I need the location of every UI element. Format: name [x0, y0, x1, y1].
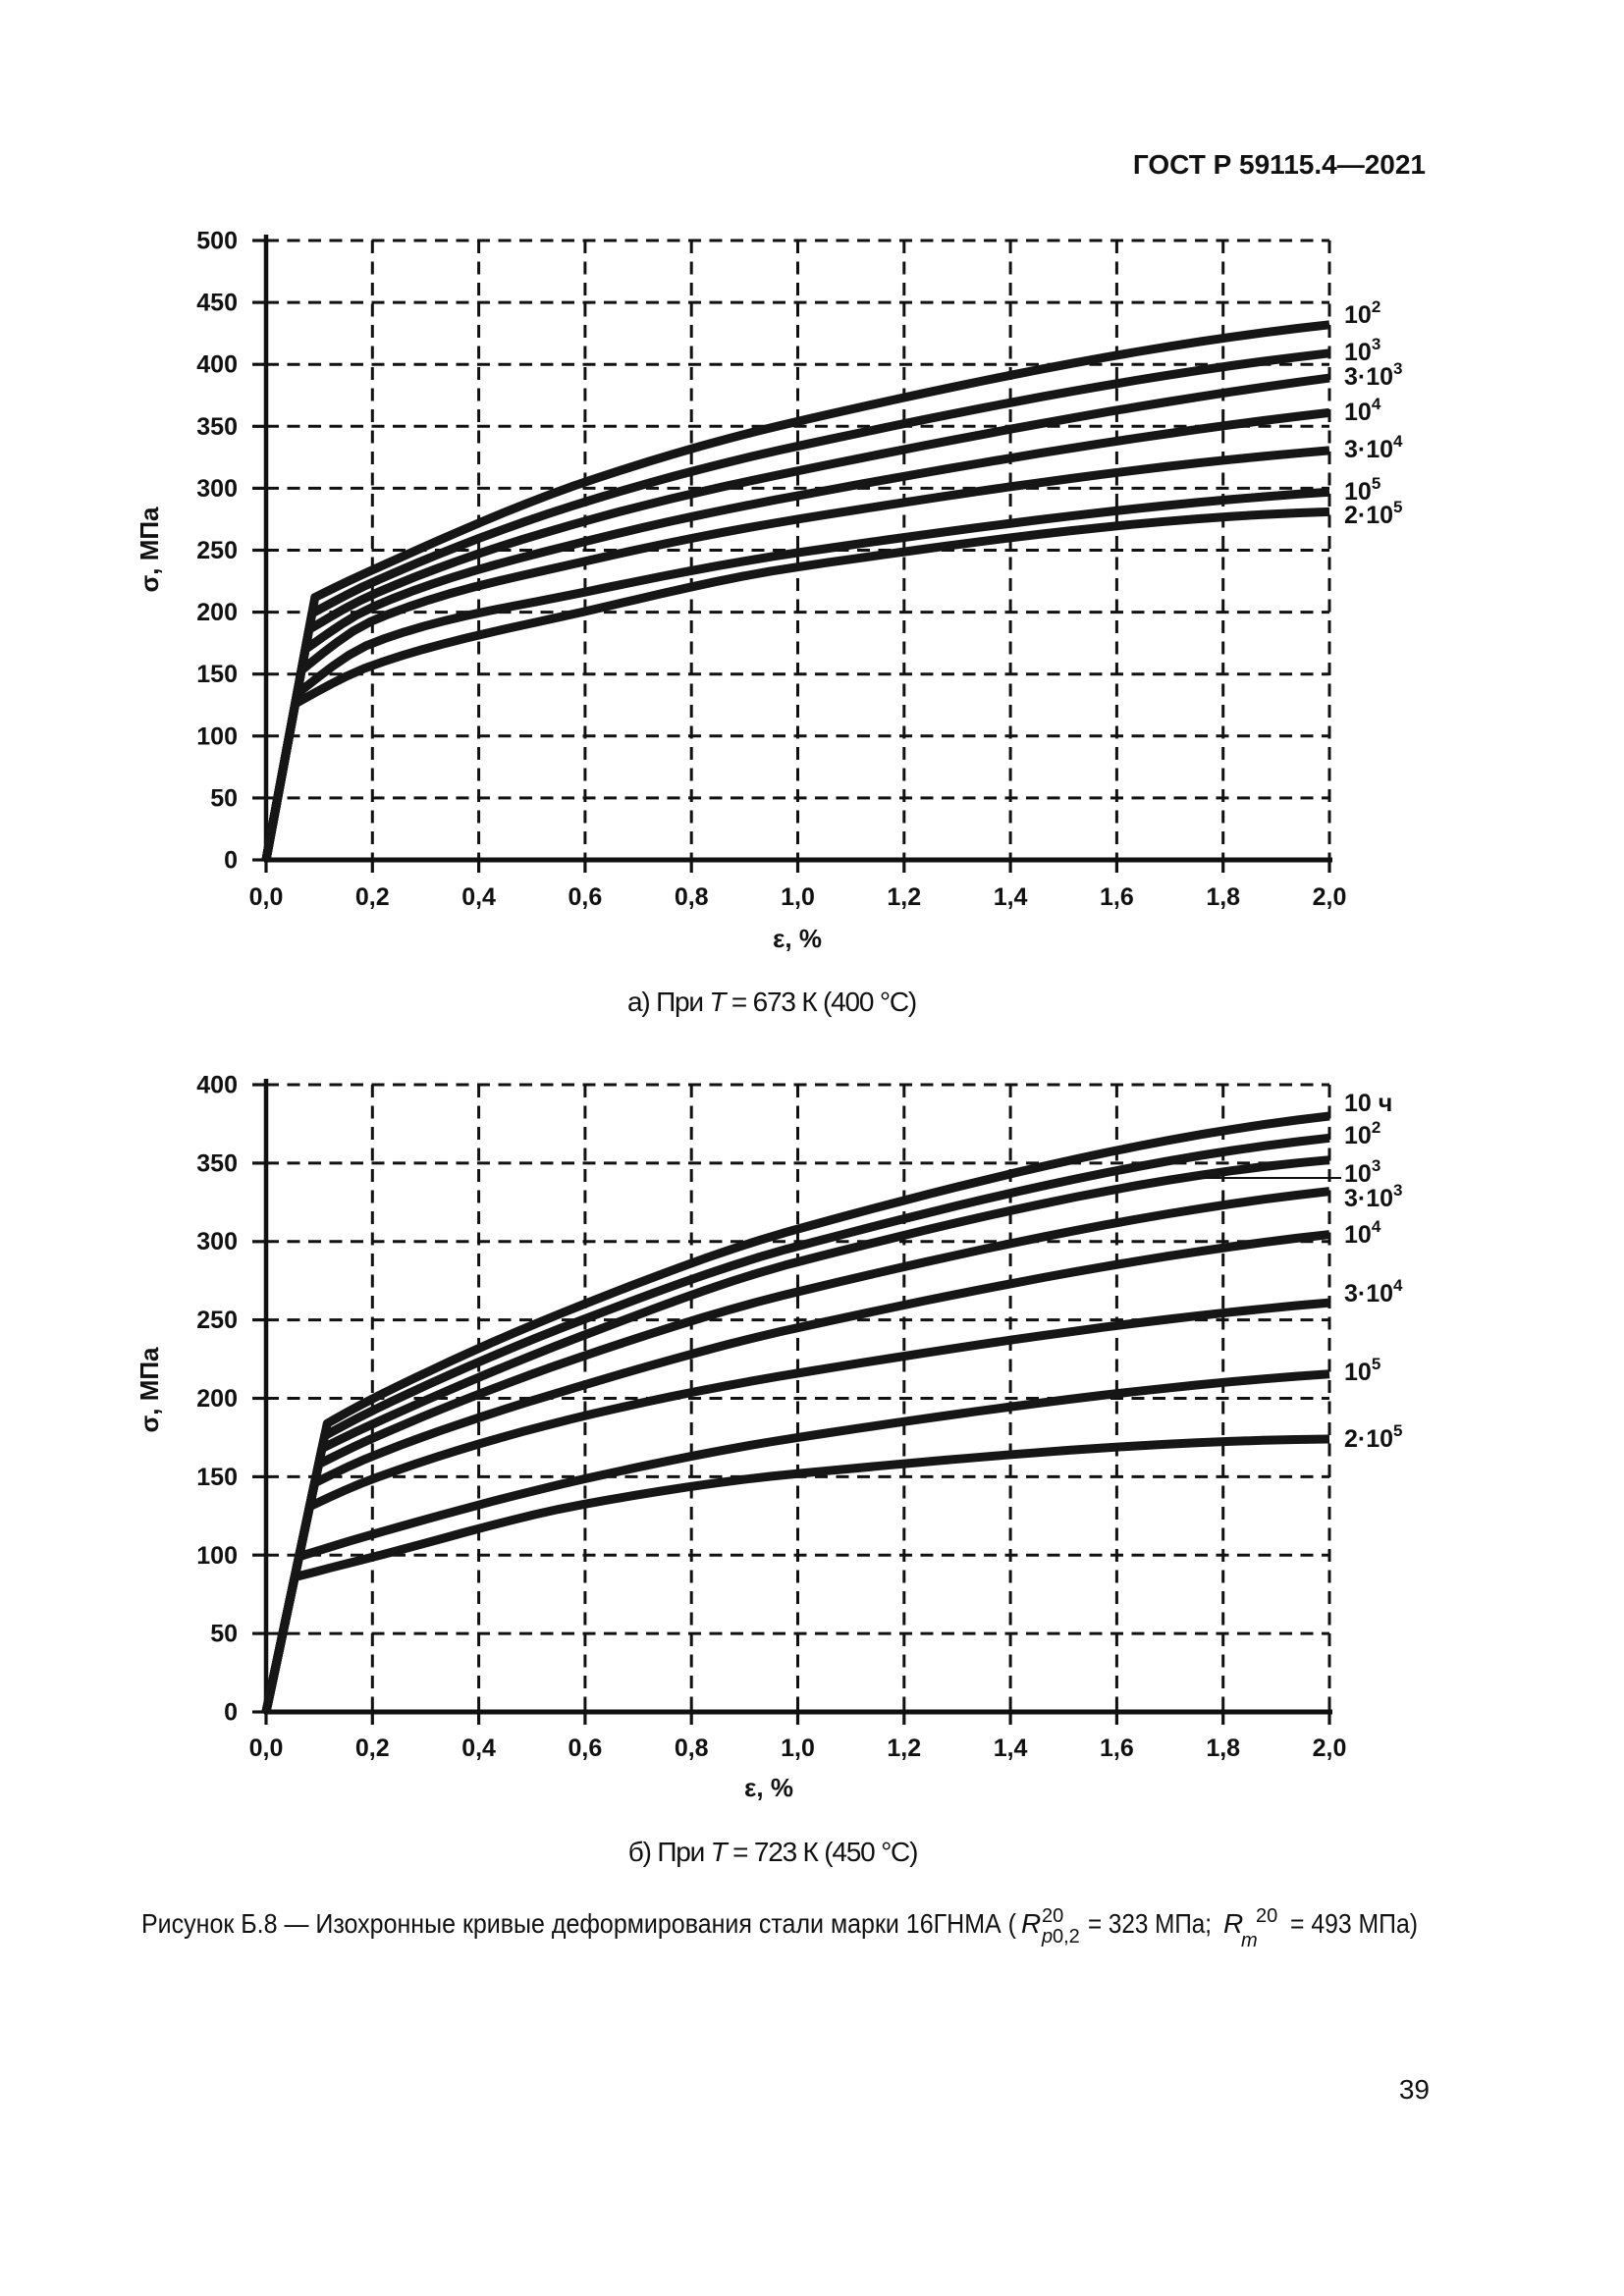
svg-text:ε, %: ε, % [773, 924, 822, 953]
svg-text:2·105: 2·105 [1344, 498, 1403, 529]
svg-text:150: 150 [196, 661, 238, 688]
svg-text:R: R [1021, 1908, 1041, 1939]
svg-text:0,0: 0,0 [249, 883, 284, 911]
svg-text:2,0: 2,0 [1313, 1735, 1347, 1762]
svg-text:1,6: 1,6 [1100, 883, 1134, 911]
svg-text:103: 103 [1344, 1156, 1380, 1188]
svg-text:1,8: 1,8 [1206, 883, 1240, 911]
svg-text:250: 250 [196, 1307, 238, 1334]
svg-text:100: 100 [196, 722, 238, 750]
svg-text:3·104: 3·104 [1344, 432, 1403, 463]
svg-text:102: 102 [1344, 297, 1380, 329]
svg-text:0,2: 0,2 [355, 1735, 390, 1762]
svg-text:20: 20 [1042, 1905, 1063, 1927]
svg-text:1,0: 1,0 [781, 883, 815, 911]
svg-text:σ, МПа: σ, МПа [135, 1347, 164, 1433]
svg-text:0,2: 0,2 [355, 883, 390, 911]
svg-text:103: 103 [1344, 335, 1380, 366]
svg-text:300: 300 [196, 1228, 238, 1255]
svg-text:39: 39 [1399, 2074, 1430, 2105]
svg-text:10 ч: 10 ч [1344, 1090, 1392, 1117]
svg-text:3·103: 3·103 [1344, 359, 1403, 391]
svg-text:104: 104 [1344, 1217, 1381, 1249]
svg-text:а) При T = 673 К (400 °С): а) При T = 673 К (400 °С) [627, 987, 916, 1017]
svg-text:Рисунок Б.8 — Изохронные кривы: Рисунок Б.8 — Изохронные кривые деформир… [141, 1908, 1017, 1939]
svg-text:0,2: 0,2 [1053, 1926, 1080, 1948]
svg-text:50: 50 [210, 784, 238, 812]
svg-text:1,4: 1,4 [994, 883, 1028, 911]
svg-text:1,6: 1,6 [1100, 1735, 1134, 1762]
svg-text:3·104: 3·104 [1344, 1276, 1403, 1308]
svg-text:1,2: 1,2 [887, 883, 921, 911]
svg-text:1,8: 1,8 [1206, 1735, 1240, 1762]
svg-text:1,4: 1,4 [994, 1735, 1028, 1762]
svg-text:400: 400 [196, 351, 238, 379]
svg-text:350: 350 [196, 1149, 238, 1177]
svg-text:= 493 МПа): = 493 МПа) [1290, 1908, 1418, 1939]
svg-text:0,8: 0,8 [675, 1735, 709, 1762]
svg-text:150: 150 [196, 1464, 238, 1491]
svg-text:250: 250 [196, 537, 238, 564]
svg-text:σ, МПа: σ, МПа [135, 507, 164, 593]
svg-text:0,4: 0,4 [461, 1735, 496, 1762]
svg-text:105: 105 [1344, 1355, 1380, 1386]
svg-text:350: 350 [196, 413, 238, 441]
svg-text:100: 100 [196, 1542, 238, 1570]
svg-text:104: 104 [1344, 395, 1381, 426]
svg-text:0,6: 0,6 [568, 883, 603, 911]
svg-text:50: 50 [210, 1621, 238, 1648]
svg-text:2,0: 2,0 [1313, 883, 1347, 911]
svg-text:= 323 МПа;: = 323 МПа; [1088, 1908, 1212, 1939]
svg-text:102: 102 [1344, 1118, 1380, 1149]
svg-text:1,2: 1,2 [887, 1735, 921, 1762]
svg-text:ε, %: ε, % [744, 1773, 793, 1802]
svg-text:m: m [1241, 1930, 1258, 1951]
svg-text:20: 20 [1256, 1905, 1277, 1927]
svg-text:R: R [1223, 1908, 1243, 1939]
svg-text:400: 400 [196, 1072, 238, 1099]
svg-text:1,0: 1,0 [781, 1735, 815, 1762]
svg-text:0,6: 0,6 [568, 1735, 603, 1762]
svg-text:0,8: 0,8 [675, 883, 709, 911]
svg-text:ГОСТ Р 59115.4—2021: ГОСТ Р 59115.4—2021 [1133, 149, 1426, 180]
svg-text:450: 450 [196, 290, 238, 317]
svg-text:200: 200 [196, 599, 238, 626]
svg-text:500: 500 [196, 228, 238, 255]
svg-text:3·103: 3·103 [1344, 1181, 1403, 1212]
svg-text:2·105: 2·105 [1344, 1421, 1403, 1453]
svg-text:200: 200 [196, 1385, 238, 1413]
svg-text:300: 300 [196, 475, 238, 503]
svg-text:0,4: 0,4 [461, 883, 496, 911]
svg-text:0: 0 [224, 1699, 238, 1727]
svg-text:p: p [1041, 1926, 1053, 1948]
svg-text:0: 0 [224, 847, 238, 875]
svg-text:0,0: 0,0 [249, 1735, 284, 1762]
svg-text:б) При T = 723 К (450 °С): б) При T = 723 К (450 °С) [628, 1837, 917, 1867]
